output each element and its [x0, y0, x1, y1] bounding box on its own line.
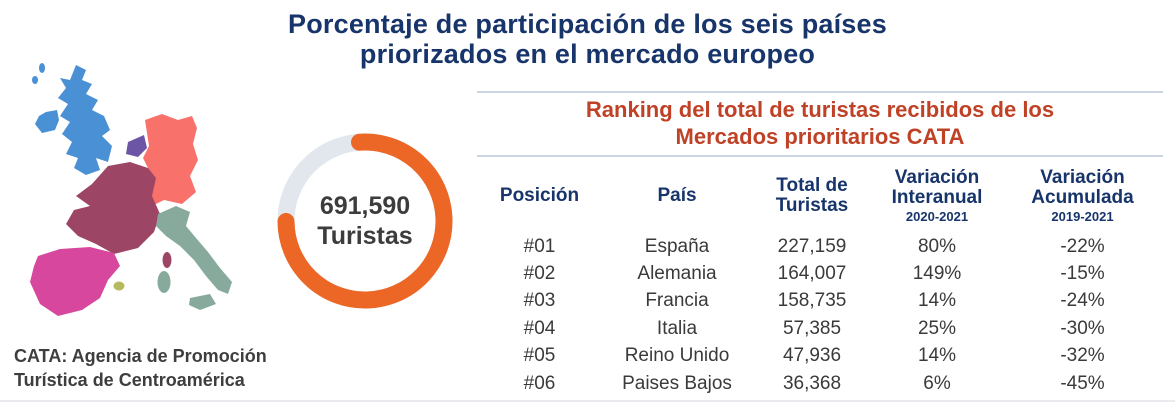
cell-country: Francia [645, 290, 709, 312]
page-title: Porcentaje de participación de los seis … [0, 9, 1175, 69]
column-header-pais: País [602, 186, 752, 206]
cell-total: 164,007 [777, 263, 847, 285]
table-row: #05 Reino Unido 47,936 14% -32% [477, 343, 1163, 370]
cell-accumulated: -24% [1060, 290, 1105, 312]
cell-total: 47,936 [782, 345, 842, 367]
cell-interannual: 14% [917, 290, 957, 312]
ranking-title: Ranking del total de turistas recibidos … [477, 91, 1163, 157]
cell-position: #04 [523, 317, 556, 339]
donut-value: 691,590 [319, 192, 411, 220]
cell-total: 36,368 [782, 372, 842, 394]
column-sublabel: 2020-2021 [905, 209, 969, 224]
ranking-title-line1: Ranking del total de turistas recibidos … [585, 97, 1055, 122]
footnote: CATA: Agencia de Promoción Turística de … [14, 344, 267, 392]
map-country-reino-unido [58, 65, 112, 175]
map-country-francia [66, 162, 160, 254]
table-row: #01 España 227,159 80% -22% [477, 233, 1163, 260]
cell-position: #05 [523, 345, 556, 367]
column-label: Posición [499, 185, 580, 206]
cell-total: 227,159 [777, 235, 847, 257]
cell-accumulated: -15% [1060, 263, 1105, 285]
map-islet-hebrides-1 [39, 63, 45, 73]
cell-country: España [644, 235, 710, 257]
cell-position: #01 [523, 235, 556, 257]
map-islet-hebrides-2 [32, 76, 38, 84]
table-header: Posición País Total de Turistas Variació… [477, 157, 1163, 233]
cell-interannual: 6% [923, 372, 951, 394]
cell-interannual: 25% [917, 317, 957, 339]
cell-interannual: 14% [917, 345, 957, 367]
map-island-baleares [113, 281, 125, 291]
map-island-cerdena [157, 271, 171, 293]
donut-ring [277, 133, 453, 309]
europe-map-svg [30, 63, 232, 316]
cell-interannual: 80% [917, 235, 957, 257]
map-country-paises-bajos [126, 135, 147, 157]
column-header-variacion-interanual: Variación Interanual 2020-2021 [872, 167, 1002, 225]
column-header-variacion-acumulada: Variación Acumulada 2019-2021 [1002, 167, 1163, 225]
donut-center-label: 691,590 Turistas [270, 126, 460, 316]
table-row: #03 Francia 158,735 14% -24% [477, 288, 1163, 315]
ranking-panel: Ranking del total de turistas recibidos … [477, 91, 1163, 397]
cell-country: Alemania [637, 263, 717, 285]
cell-position: #03 [523, 290, 556, 312]
table-row: #06 Paises Bajos 36,368 6% -45% [477, 370, 1163, 397]
column-label: Variación Interanual [891, 167, 983, 208]
column-sublabel: 2019-2021 [1051, 209, 1114, 224]
cell-accumulated: -32% [1060, 345, 1105, 367]
cell-position: #06 [523, 372, 556, 394]
column-header-posicion: Posición [477, 186, 602, 206]
bottom-divider [0, 400, 1175, 402]
cell-country: Paises Bajos [622, 372, 732, 394]
map-country-espana [30, 247, 120, 316]
ranking-title-line2: Mercados prioritarios CATA [675, 124, 965, 149]
table-body: #01 España 227,159 80% -22% #02 Alemania… [477, 233, 1163, 397]
donut-svg [277, 133, 453, 309]
cell-interannual: 149% [912, 263, 962, 285]
footnote-line2: Turística de Centroamérica [14, 370, 245, 390]
donut-chart: 691,590 Turistas [270, 126, 460, 316]
cell-accumulated: -22% [1060, 235, 1105, 257]
cell-country: Italia [656, 317, 698, 339]
column-label: Variación Acumulada [1031, 167, 1134, 208]
column-label: Total de Turistas [775, 175, 849, 216]
cell-total: 158,735 [777, 290, 847, 312]
page-title-line1: Porcentaje de participación de los seis … [288, 9, 887, 39]
table-row: #02 Alemania 164,007 149% -15% [477, 260, 1163, 287]
page-title-line2: priorizados en el mercado europeo [359, 39, 816, 69]
column-header-total-turistas: Total de Turistas [752, 176, 872, 216]
map-island-irlanda [35, 110, 59, 133]
map-country-italia [156, 206, 232, 294]
europe-map [12, 56, 260, 344]
donut-unit: Turistas [317, 222, 413, 250]
cell-accumulated: -45% [1060, 372, 1105, 394]
table-row: #04 Italia 57,385 25% -30% [477, 315, 1163, 342]
cell-country: Reino Unido [624, 345, 730, 367]
map-country-alemania [143, 114, 198, 206]
cell-accumulated: -30% [1060, 317, 1105, 339]
cell-total: 57,385 [782, 317, 842, 339]
map-island-corcega [162, 252, 172, 268]
column-label: País [657, 185, 697, 206]
cell-position: #02 [523, 263, 556, 285]
map-island-sicilia [189, 294, 216, 310]
footnote-line1: CATA: Agencia de Promoción [14, 346, 267, 366]
